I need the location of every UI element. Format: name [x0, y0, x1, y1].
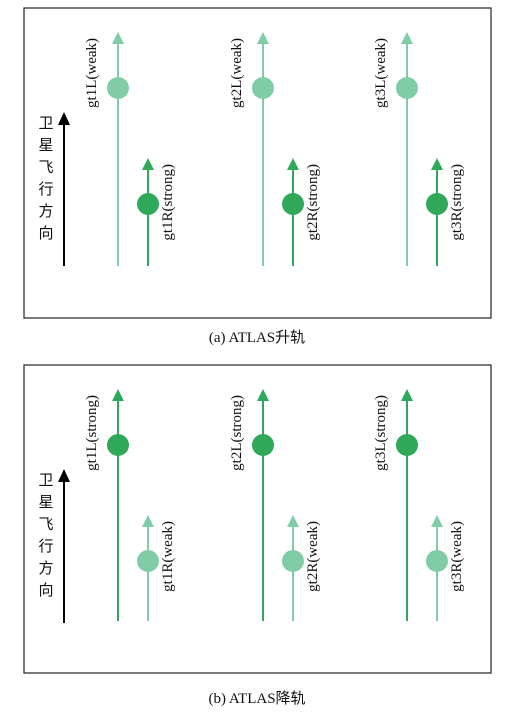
beam-label: gt3L(strong) — [373, 395, 389, 471]
watermark-text: CSDN @气海亦无涯 — [372, 686, 500, 702]
beam-dot-weak — [426, 550, 448, 572]
flight-direction-label-char: 行 — [38, 537, 53, 555]
beam-dot-weak — [107, 77, 129, 99]
beam-gt3r: gt3R(weak) — [426, 515, 465, 621]
beam-arrowhead — [431, 515, 443, 527]
beam-arrowhead — [401, 32, 413, 44]
panel-caption: (b) ATLAS降轨 — [208, 690, 305, 707]
beam-arrowhead — [431, 158, 443, 170]
beam-dot-weak — [282, 550, 304, 572]
beam-gt2r: gt2R(weak) — [282, 515, 321, 621]
beam-dot-strong — [252, 434, 274, 456]
beam-label: gt1L(weak) — [84, 38, 100, 108]
beam-gt2l: gt2L(strong) — [229, 389, 274, 621]
beam-label: gt2R(strong) — [305, 164, 321, 241]
beam-arrowhead — [112, 389, 124, 401]
beam-gt3r: gt3R(strong) — [426, 158, 465, 266]
flight-direction-label-char: 飞 — [38, 158, 53, 176]
flight-direction-label-char: 向 — [38, 224, 53, 242]
beam-gt1r: gt1R(weak) — [137, 515, 176, 621]
beam-dot-strong — [137, 193, 159, 215]
beam-label: gt2L(strong) — [229, 395, 245, 471]
beam-dot-strong — [282, 193, 304, 215]
beam-label: gt3L(weak) — [373, 38, 389, 108]
flight-direction-arrowhead — [58, 112, 70, 125]
beam-dot-strong — [426, 193, 448, 215]
panel-caption: (a) ATLAS升轨 — [209, 329, 305, 346]
flight-direction-label-char: 向 — [38, 581, 53, 599]
flight-direction-label-char: 星 — [38, 136, 53, 154]
beam-label: gt2L(weak) — [229, 38, 245, 108]
beam-label: gt3R(strong) — [449, 164, 465, 241]
beam-gt3l: gt3L(weak) — [373, 32, 418, 266]
beam-gt1l: gt1L(weak) — [84, 32, 129, 266]
flight-direction-label-char: 飞 — [38, 515, 53, 533]
beam-arrowhead — [142, 515, 154, 527]
beam-label: gt3R(weak) — [449, 521, 465, 592]
beam-arrowhead — [112, 32, 124, 44]
flight-direction-label-char: 行 — [38, 180, 53, 198]
beam-gt2l: gt2L(weak) — [229, 32, 274, 266]
beam-dot-weak — [137, 550, 159, 572]
beam-arrowhead — [287, 158, 299, 170]
beam-dot-weak — [396, 77, 418, 99]
beam-label: gt1R(weak) — [160, 521, 176, 592]
flight-direction-label-char: 星 — [38, 493, 53, 511]
flight-direction-arrowhead — [58, 469, 70, 482]
panel-frame — [23, 364, 492, 674]
beam-dot-strong — [396, 434, 418, 456]
beam-gt1l: gt1L(strong) — [84, 389, 129, 621]
beam-label: gt1R(strong) — [160, 164, 176, 241]
flight-direction-label-char: 卫 — [38, 114, 53, 132]
beam-dot-strong — [107, 434, 129, 456]
beam-dot-weak — [252, 77, 274, 99]
panel-frame — [23, 7, 492, 319]
beam-arrowhead — [142, 158, 154, 170]
beam-arrowhead — [287, 515, 299, 527]
beam-arrowhead — [257, 32, 269, 44]
beam-label: gt1L(strong) — [84, 395, 100, 471]
flight-direction-label-char: 方 — [38, 202, 53, 220]
beam-label: gt2R(weak) — [305, 521, 321, 592]
beam-arrowhead — [401, 389, 413, 401]
flight-direction-label-char: 方 — [38, 559, 53, 577]
beam-gt2r: gt2R(strong) — [282, 158, 321, 266]
flight-direction-label-char: 卫 — [38, 471, 53, 489]
beam-arrowhead — [257, 389, 269, 401]
beam-gt1r: gt1R(strong) — [137, 158, 176, 266]
beam-gt3l: gt3L(strong) — [373, 389, 418, 621]
